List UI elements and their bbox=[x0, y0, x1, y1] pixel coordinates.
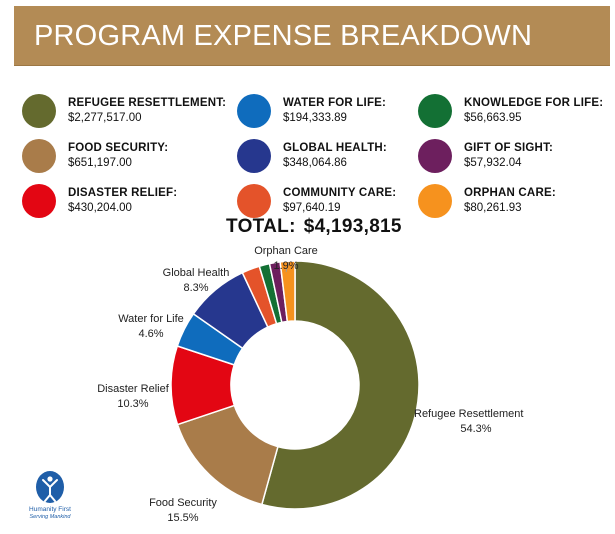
leader-line-orphan-care bbox=[285, 261, 290, 273]
legend-name: COMMUNITY CARE: bbox=[283, 187, 397, 199]
slice-labels: Refugee Resettlement 54.3% Food Security… bbox=[97, 245, 523, 524]
slice-orphan-care bbox=[279, 260, 296, 323]
legend-amount: $194,333.89 bbox=[283, 112, 347, 124]
legend-name: DISASTER RELIEF: bbox=[68, 187, 178, 199]
legend-dot bbox=[418, 184, 452, 218]
legend-name: WATER FOR LIFE: bbox=[283, 97, 387, 109]
legend-dot bbox=[22, 139, 56, 173]
legend-amount: $57,932.04 bbox=[464, 157, 522, 169]
legend-dot bbox=[237, 184, 271, 218]
slice-pct-refugee-resettlement: 54.3% bbox=[460, 423, 491, 435]
legend-amount: $56,663.95 bbox=[464, 112, 522, 124]
legend-name: ORPHAN CARE: bbox=[464, 187, 556, 199]
legend-amount: $430,204.00 bbox=[68, 202, 132, 214]
legend-name: FOOD SECURITY: bbox=[68, 142, 169, 154]
slice-label-food-security: Food Security bbox=[149, 497, 217, 509]
legend-dot bbox=[418, 94, 452, 128]
slice-label-water-for-life: Water for Life bbox=[118, 313, 184, 325]
slice-pct-disaster-relief: 10.3% bbox=[117, 398, 148, 410]
humanity-first-logo: Humanity First Serving Mankind bbox=[22, 470, 78, 530]
slice-pct-food-security: 15.5% bbox=[167, 512, 198, 524]
slice-pct-orphan-care: 1.9% bbox=[273, 260, 298, 272]
slice-label-global-health: Global Health bbox=[163, 267, 230, 279]
slice-label-disaster-relief: Disaster Relief bbox=[97, 383, 169, 395]
legend-name: GLOBAL HEALTH: bbox=[283, 142, 387, 154]
legend-name: KNOWLEDGE FOR LIFE: bbox=[464, 97, 604, 109]
legend-amount: $80,261.93 bbox=[464, 202, 522, 214]
slice-label-refugee-resettlement: Refugee Resettlement bbox=[414, 408, 523, 420]
total-label: TOTAL: bbox=[226, 216, 296, 237]
legend-dot bbox=[237, 139, 271, 173]
donut-slices bbox=[170, 260, 420, 510]
legend-dot bbox=[237, 94, 271, 128]
slice-pct-global-health: 8.3% bbox=[183, 282, 208, 294]
legend-dot bbox=[418, 139, 452, 173]
page-title: PROGRAM EXPENSE BREAKDOWN bbox=[34, 20, 533, 52]
legend-amount: $651,197.00 bbox=[68, 157, 132, 169]
logo-tagline: Serving Mankind bbox=[29, 514, 71, 520]
legend-amount: $348,064.86 bbox=[283, 157, 347, 169]
total-line: TOTAL: $4,193,815 bbox=[226, 216, 402, 238]
legend-dot bbox=[22, 184, 56, 218]
header-banner: PROGRAM EXPENSE BREAKDOWN bbox=[14, 6, 610, 66]
legend-name: GIFT OF SIGHT: bbox=[464, 142, 554, 154]
logo-figure-icon bbox=[36, 471, 64, 503]
slice-label-orphan-care: Orphan Care bbox=[254, 245, 318, 257]
slice-pct-water-for-life: 4.6% bbox=[138, 328, 163, 340]
logo-name: Humanity First bbox=[29, 506, 71, 513]
legend-name: REFUGEE RESETTLEMENT: bbox=[68, 97, 227, 109]
legend-amount: $2,277,517.00 bbox=[68, 112, 142, 124]
label-leader-lines bbox=[285, 261, 290, 273]
slice-food-security bbox=[176, 404, 279, 506]
total-value: $4,193,815 bbox=[303, 216, 402, 237]
legend-amount: $97,640.19 bbox=[283, 202, 341, 214]
legend-dot bbox=[22, 94, 56, 128]
slice-refugee-resettlement bbox=[260, 260, 420, 510]
